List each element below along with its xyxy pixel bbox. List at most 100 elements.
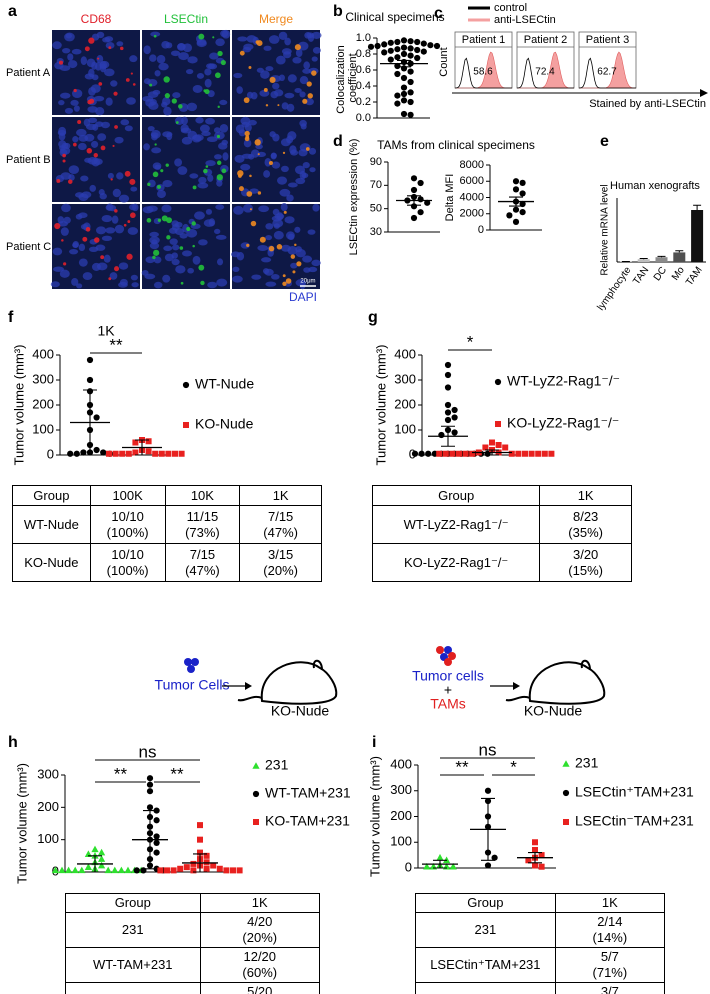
legend-label: KO-Nude [195,416,254,432]
data-point [152,450,159,457]
error-bar [135,439,149,456]
stained-histogram [455,51,512,89]
data-point [106,450,112,457]
nucleus [192,85,203,93]
data-point [400,90,408,98]
nucleus [256,151,267,158]
nucleus [124,125,133,132]
signal-spot [283,210,287,214]
data-point [91,845,99,853]
data-point [538,852,545,859]
nucleus [149,236,160,245]
nucleus [278,31,288,40]
nucleus [62,48,71,54]
header-cell: 1K [239,484,322,507]
signal-spot [171,98,177,104]
data-point [210,862,217,869]
signal-spot [203,168,208,174]
data-point [153,839,160,847]
signal-spot [161,215,168,222]
nucleus [161,40,170,49]
nucleus [232,275,243,283]
nucleus [96,55,104,64]
y-tick-label: 0.2 [356,96,371,108]
nucleus [189,173,199,179]
nucleus [80,56,88,66]
data-table: Group 1K 231 4/20 (20%) WT-TAM+231 12/20 (60%… [65,893,321,994]
nucleus [278,74,285,82]
nucleus [192,255,201,265]
nucleus [67,53,74,61]
signal-spot [149,83,153,87]
data-point [407,52,414,59]
nucleus [272,208,280,216]
nucleus [105,97,113,106]
signal-spot [255,40,260,45]
table-cell: LSECtin⁻TAM+231 [415,982,556,994]
data-point [73,450,80,457]
data-point [400,37,408,44]
nucleus [290,262,298,269]
nucleus [287,74,297,83]
signal-spot [123,223,127,227]
nucleus [302,162,310,169]
nucleus [52,247,63,256]
data-point [512,218,520,225]
data-point [216,865,223,872]
nucleus [295,248,306,258]
nucleus [185,68,194,75]
mouse-ear [312,659,323,671]
y-tick-label: 300 [37,766,59,781]
nucleus [65,33,73,39]
diagram-target: KO-Nude [271,703,330,719]
y-tick-label: 6000 [460,175,484,187]
data-point [407,38,414,45]
y-tick-label: 30 [370,226,382,238]
nucleus [161,204,172,213]
table-cell: KO-TAM+231 [65,982,201,994]
nucleus [261,257,272,263]
nucleus [76,283,83,289]
data-point [394,38,401,46]
signal-spot [302,98,308,104]
nucleus [71,48,82,55]
nucleus [126,97,136,105]
nucleus [199,124,210,133]
nucleus [198,239,208,246]
y-tick-label: 400 [394,346,416,361]
signal-spot [200,280,205,286]
legend-marker [253,819,259,825]
error-bar [485,449,499,456]
table-cell: KO-Nude [12,543,91,582]
table-cell: 11/15 (73%) [164,505,241,545]
nucleus [284,92,295,99]
nucleus [182,250,192,257]
data-table: Group 1K WT-LyZ2-Rag1⁻/⁻ 8/23 (35%) KO-LyZ2-… [371,484,632,582]
nucleus [312,47,321,54]
data-point [414,54,421,62]
data-point [410,175,418,182]
data-point [78,866,86,874]
nucleus [302,255,313,263]
signal-spot [152,255,156,260]
y-axis-label: Relative mRNA level [600,184,611,275]
nucleus [116,41,124,47]
data-point [541,450,548,457]
data-point [482,444,489,451]
nucleus [303,61,310,70]
nucleus [60,92,71,99]
nucleus [268,35,280,44]
signal-spot [244,130,250,137]
signal-spot [192,244,195,248]
table-row: KO-Nude 10/10 (100%) 7/15 (47%) 3/15 (20%) [12,543,322,582]
significance-label: * [467,332,474,351]
nucleus [280,244,291,252]
error-bar [509,196,523,207]
data-point [417,179,424,187]
nucleus [149,54,157,62]
nucleus [270,91,279,99]
nucleus [103,254,111,263]
table-cell: 5/20 (25%) [199,982,321,994]
nucleus [178,52,189,61]
